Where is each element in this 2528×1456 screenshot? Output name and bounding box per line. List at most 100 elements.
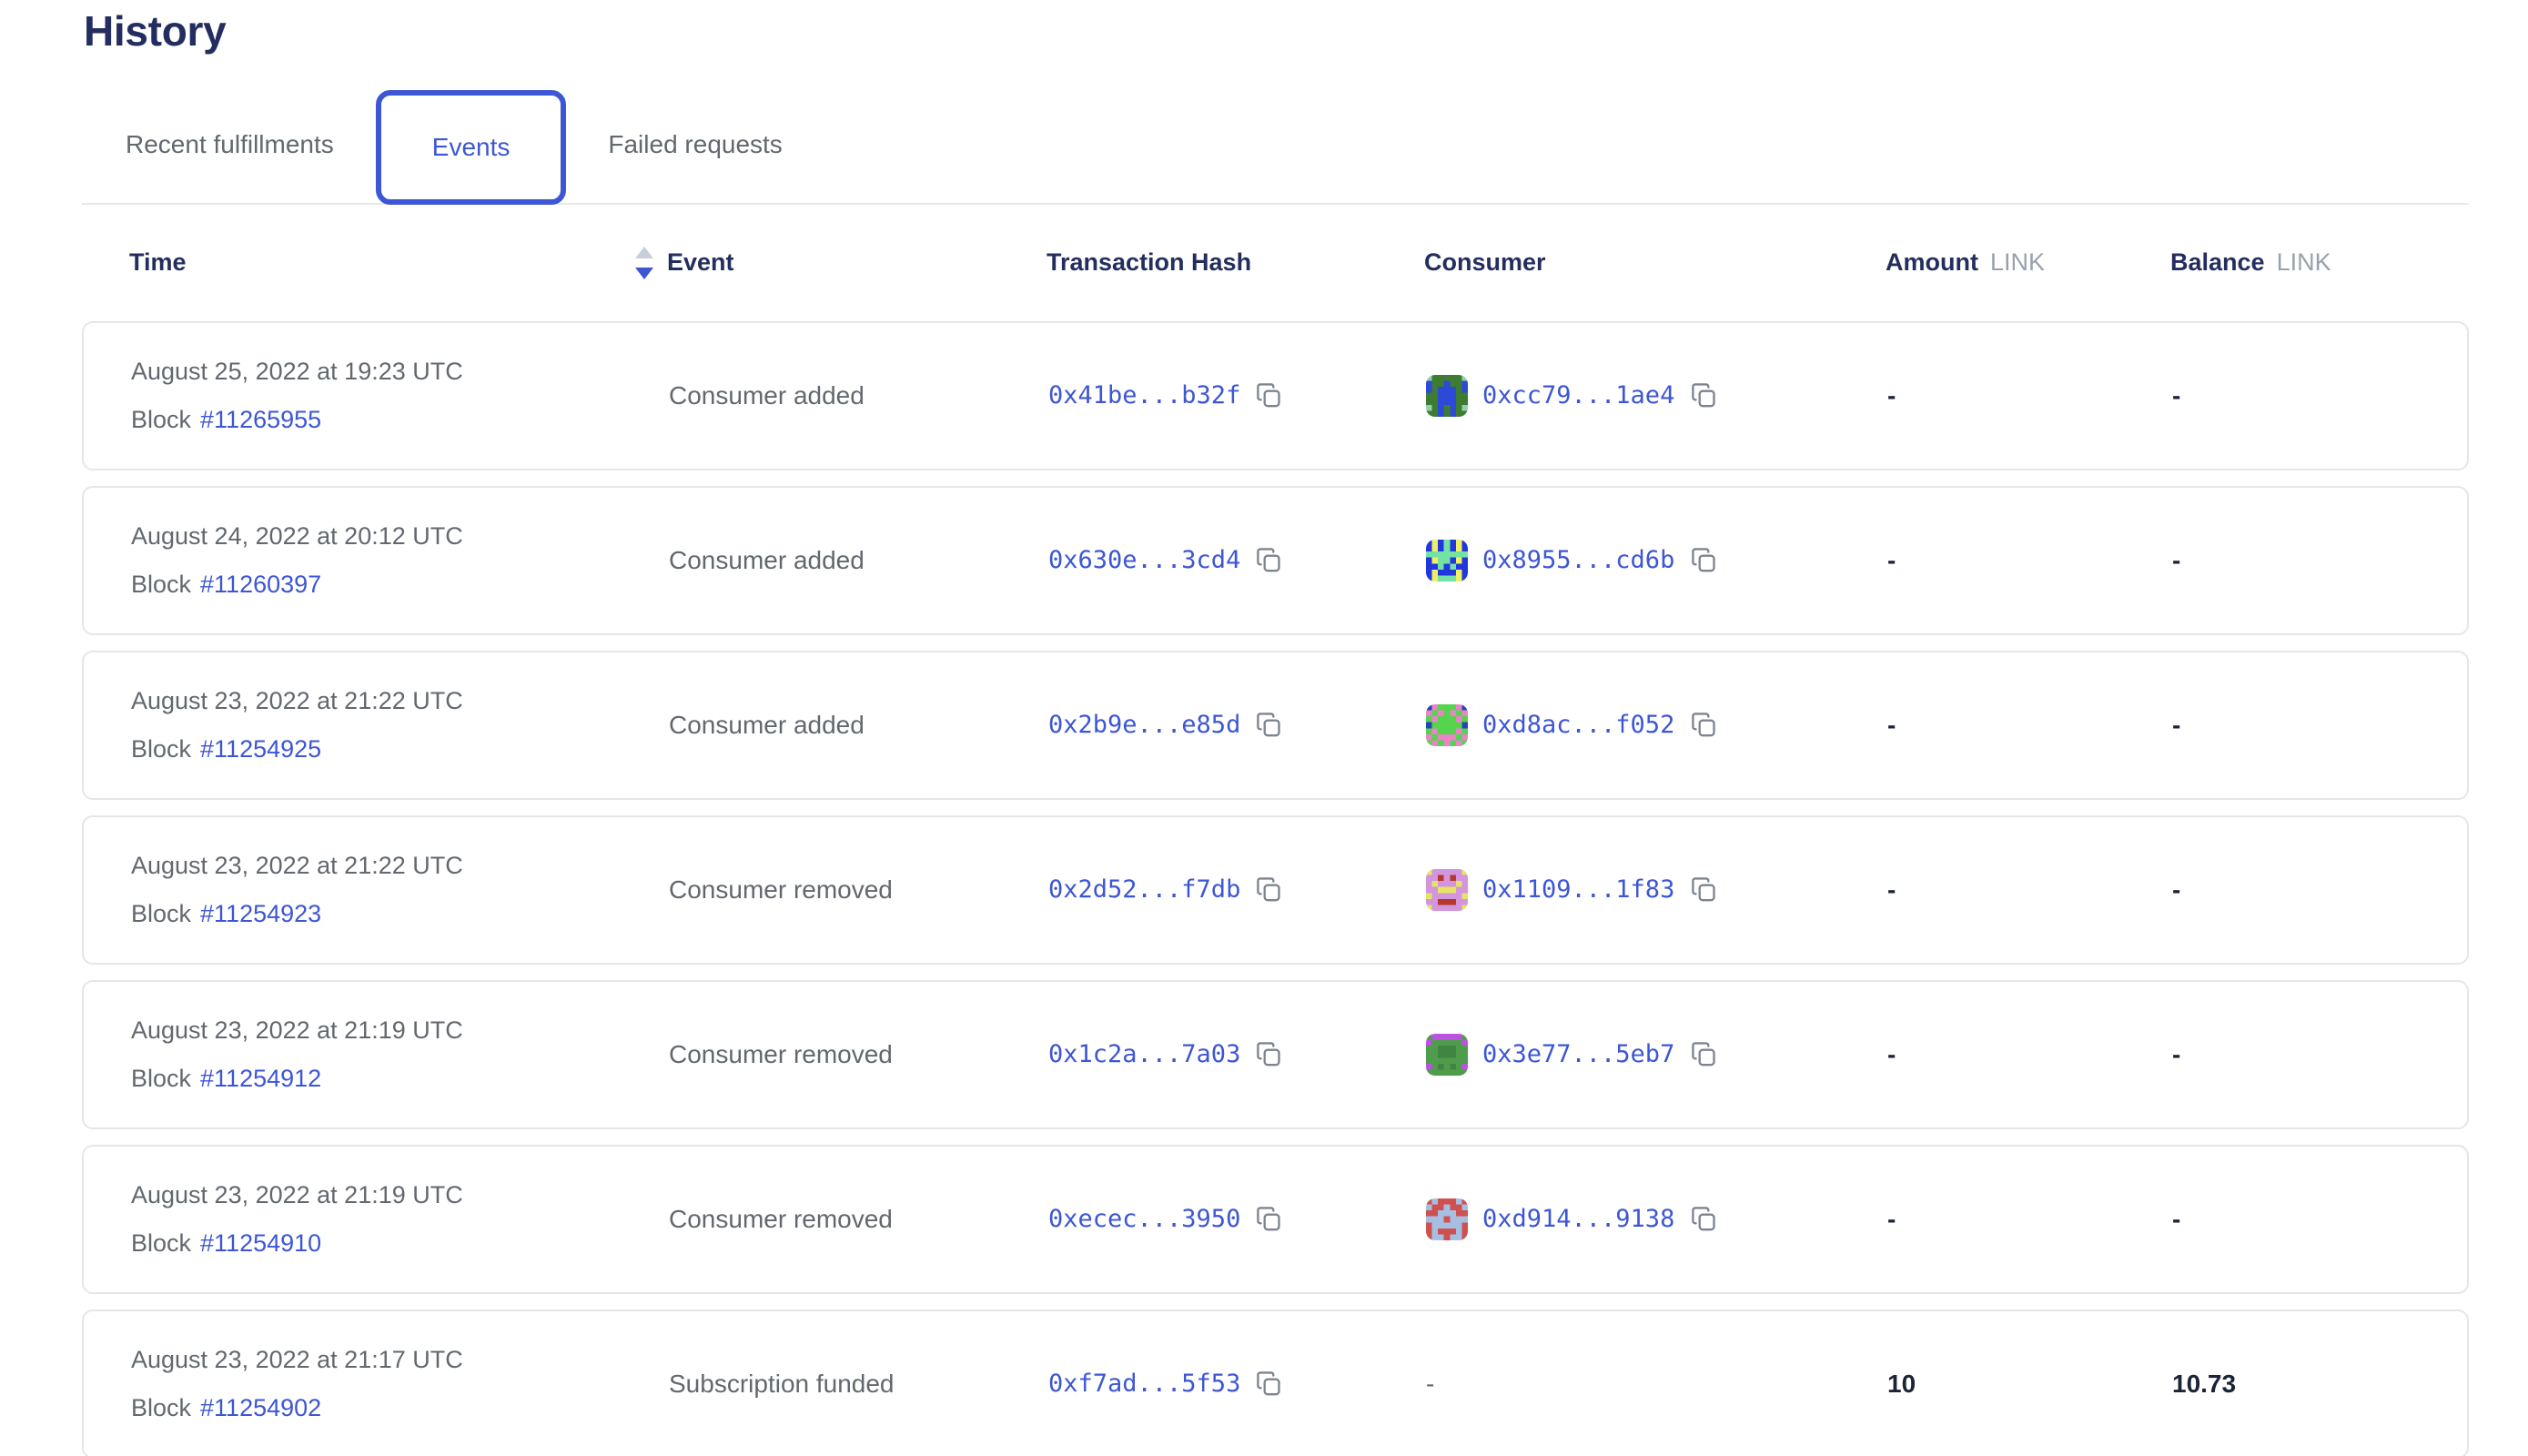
transaction-hash-cell: 0x1c2a...7a03	[1048, 1039, 1426, 1069]
transaction-hash-copy-button[interactable]	[1254, 545, 1284, 575]
block-line: Block #11254923	[131, 900, 669, 928]
transaction-hash-link[interactable]: 0x2b9e...e85d	[1048, 711, 1241, 740]
balance-value: -	[2172, 1204, 2181, 1233]
time-cell: August 25, 2022 at 19:23 UTC Block #1126…	[131, 358, 669, 434]
time-cell: August 23, 2022 at 21:22 UTC Block #1125…	[131, 852, 669, 928]
copy-icon	[1692, 383, 1715, 408]
transaction-hash-link[interactable]: 0x1c2a...7a03	[1048, 1040, 1241, 1069]
transaction-hash-copy-button[interactable]	[1254, 1369, 1284, 1399]
transaction-hash-link[interactable]: 0x41be...b32f	[1048, 381, 1241, 410]
amount-header-label: Amount	[1886, 248, 1978, 277]
transaction-hash-link[interactable]: 0xecec...3950	[1048, 1205, 1241, 1234]
tab-recent-fulfillments[interactable]: Recent fulfillments	[126, 129, 334, 158]
event-type: Consumer added	[669, 380, 865, 410]
time-cell: August 23, 2022 at 21:19 UTC Block #1125…	[131, 1016, 669, 1093]
column-header-time[interactable]: Time	[129, 246, 667, 280]
copy-icon	[1692, 713, 1715, 737]
block-label: Block	[131, 570, 192, 598]
time-cell: August 24, 2022 at 20:12 UTC Block #1126…	[131, 522, 669, 599]
consumer-identicon	[1426, 868, 1468, 911]
block-number-link[interactable]: #11260397	[200, 570, 322, 598]
column-header-transaction-hash: Transaction Hash	[1047, 248, 1424, 277]
event-type: Consumer added	[669, 710, 865, 739]
event-timestamp: August 23, 2022 at 21:22 UTC	[131, 686, 463, 714]
consumer-address-link[interactable]: 0x3e77...5eb7	[1482, 1040, 1675, 1069]
block-number-link[interactable]: #11254902	[200, 1393, 322, 1421]
block-line: Block #11254925	[131, 735, 669, 763]
event-type: Consumer added	[669, 545, 865, 574]
block-line: Block #11265955	[131, 406, 669, 434]
balance-value: -	[2172, 875, 2181, 904]
sort-descending-icon[interactable]	[634, 246, 654, 280]
tab-failed-requests[interactable]: Failed requests	[608, 129, 783, 158]
amount-value: 10	[1887, 1369, 1916, 1398]
copy-icon	[1692, 877, 1715, 902]
balance-header-label: Balance	[2170, 248, 2265, 277]
tab-events[interactable]: Events	[375, 89, 567, 205]
block-label: Block	[131, 734, 192, 763]
block-label: Block	[131, 1228, 192, 1257]
consumer-identicon	[1426, 1033, 1468, 1076]
block-line: Block #11254912	[131, 1065, 669, 1093]
consumer-copy-button[interactable]	[1689, 545, 1719, 575]
consumer-copy-button[interactable]	[1689, 1204, 1719, 1234]
block-label: Block	[131, 1064, 192, 1092]
block-number-link[interactable]: #11254925	[200, 734, 322, 763]
consumer-copy-button[interactable]	[1689, 1039, 1719, 1069]
column-header-balance: Balance LINK	[2170, 248, 2469, 277]
column-header-amount: Amount LINK	[1886, 248, 2170, 277]
consumer-header-label: Consumer	[1424, 248, 1546, 277]
transaction-hash-link[interactable]: 0x630e...3cd4	[1048, 546, 1241, 575]
block-line: Block #11254910	[131, 1229, 669, 1258]
transaction-hash-copy-button[interactable]	[1254, 1039, 1284, 1069]
time-cell: August 23, 2022 at 21:17 UTC Block #1125…	[131, 1346, 669, 1422]
consumer-address-link[interactable]: 0x1109...1f83	[1482, 875, 1675, 905]
transaction-hash-copy-button[interactable]	[1254, 380, 1284, 410]
event-row: August 23, 2022 at 21:19 UTC Block #1125…	[82, 1144, 2469, 1294]
event-timestamp: August 23, 2022 at 21:17 UTC	[131, 1345, 463, 1373]
transaction-hash-link[interactable]: 0x2d52...f7db	[1048, 875, 1241, 905]
transaction-hash-copy-button[interactable]	[1254, 875, 1284, 905]
copy-icon	[1257, 877, 1280, 902]
event-timestamp: August 23, 2022 at 21:22 UTC	[131, 851, 463, 879]
block-number-link[interactable]: #11265955	[200, 405, 322, 433]
consumer-address-link[interactable]: 0xd914...9138	[1482, 1205, 1675, 1234]
event-timestamp: August 25, 2022 at 19:23 UTC	[131, 357, 463, 385]
copy-icon	[1257, 1371, 1280, 1396]
copy-icon	[1257, 713, 1280, 737]
balance-value: -	[2172, 1039, 2181, 1068]
transaction-hash-cell: 0x630e...3cd4	[1048, 545, 1426, 575]
event-type: Consumer removed	[669, 875, 893, 904]
event-row: August 23, 2022 at 21:17 UTC Block #1125…	[82, 1309, 2469, 1456]
block-label: Block	[131, 405, 192, 433]
block-number-link[interactable]: #11254912	[200, 1064, 322, 1092]
time-cell: August 23, 2022 at 21:22 UTC Block #1125…	[131, 687, 669, 763]
copy-icon	[1257, 383, 1280, 408]
column-header-event: Event	[667, 248, 1047, 277]
balance-value: 10.73	[2172, 1369, 2237, 1398]
event-row: August 23, 2022 at 21:22 UTC Block #1125…	[82, 650, 2469, 800]
transaction-hash-copy-button[interactable]	[1254, 710, 1284, 740]
block-number-link[interactable]: #11254910	[200, 1228, 322, 1257]
event-timestamp: August 23, 2022 at 21:19 UTC	[131, 1016, 463, 1044]
copy-icon	[1692, 548, 1715, 572]
event-timestamp: August 23, 2022 at 21:19 UTC	[131, 1180, 463, 1208]
consumer-copy-button[interactable]	[1689, 710, 1719, 740]
transaction-hash-header-label: Transaction Hash	[1047, 248, 1252, 277]
block-label: Block	[131, 1393, 192, 1421]
balance-value: -	[2172, 380, 2181, 410]
consumer-address-link[interactable]: 0xcc79...1ae4	[1482, 381, 1675, 410]
consumer-copy-button[interactable]	[1689, 875, 1719, 905]
amount-value: -	[1887, 380, 1896, 410]
balance-value: -	[2172, 545, 2181, 574]
transaction-hash-link[interactable]: 0xf7ad...5f53	[1048, 1370, 1241, 1399]
transaction-hash-copy-button[interactable]	[1254, 1204, 1284, 1234]
block-number-link[interactable]: #11254923	[200, 899, 322, 927]
consumer-address-link[interactable]: 0xd8ac...f052	[1482, 711, 1675, 740]
consumer-copy-button[interactable]	[1689, 380, 1719, 410]
balance-value: -	[2172, 710, 2181, 739]
transaction-hash-cell: 0xf7ad...5f53	[1048, 1369, 1426, 1399]
transaction-hash-cell: 0x41be...b32f	[1048, 380, 1426, 410]
consumer-address-link[interactable]: 0x8955...cd6b	[1482, 546, 1675, 575]
consumer-cell: 0xd914...9138	[1426, 1198, 1887, 1240]
